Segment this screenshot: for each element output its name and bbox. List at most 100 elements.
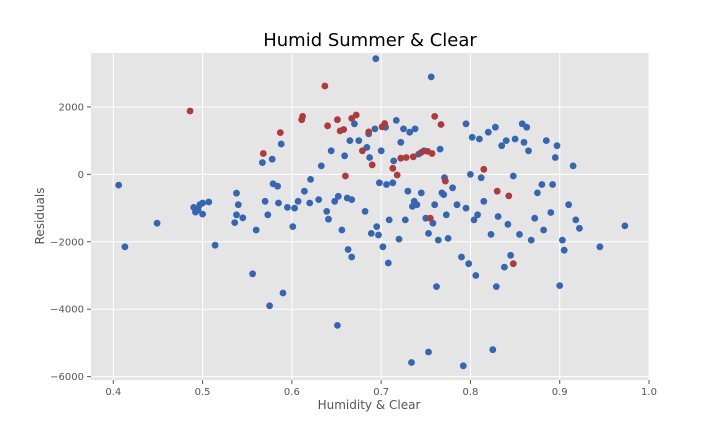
scatter-point-blue: [392, 117, 400, 124]
scatter-point-blue: [527, 236, 535, 244]
x-tick-label: 0.4: [105, 387, 121, 398]
scatter-point-red: [505, 192, 513, 200]
scatter-point-red: [402, 154, 410, 161]
scatter-point-blue: [474, 211, 481, 219]
scatter-point-blue: [371, 125, 379, 133]
x-tick-label: 0.6: [284, 387, 300, 398]
scatter-point-blue: [509, 172, 517, 180]
scatter-point-blue: [472, 272, 480, 279]
scatter-point-blue: [534, 189, 541, 197]
scatter-point-blue: [199, 199, 207, 207]
grid-layer: [91, 53, 650, 380]
scatter-point-blue: [367, 230, 375, 237]
x-tick-label: 1.0: [641, 387, 657, 398]
scatter-point-blue: [498, 142, 506, 150]
scatter-point-red: [442, 177, 449, 185]
scatter-point-blue: [401, 216, 409, 224]
scatter-point-red: [340, 126, 348, 133]
scatter-point-red: [397, 154, 405, 162]
scatter-point-blue: [507, 251, 514, 259]
scatter-point-blue: [346, 137, 354, 145]
scatter-point-blue: [542, 137, 550, 145]
scatter-point-blue: [553, 142, 561, 150]
scatter-point-red: [437, 121, 445, 128]
scatter-point-blue: [389, 179, 397, 187]
scatter-point-blue: [289, 223, 297, 231]
scatter-point-blue: [417, 189, 425, 197]
scatter-point-blue: [259, 159, 266, 167]
scatter-point-blue: [264, 211, 272, 219]
scatter-point-blue: [540, 226, 547, 234]
plot-background: [91, 53, 649, 380]
scatter-point-blue: [351, 120, 358, 128]
scatter-point-blue: [489, 346, 497, 354]
scatter-point-blue: [377, 147, 385, 155]
scatter-point-blue: [400, 125, 407, 133]
y-tick-label: 2000: [59, 102, 84, 113]
scatter-point-red: [259, 150, 267, 157]
scatter-point-blue: [301, 187, 308, 195]
scatter-point-red: [493, 187, 501, 195]
scatter-point-blue: [477, 174, 485, 182]
scatter-point-blue: [504, 220, 512, 228]
scatter-point-blue: [341, 152, 348, 160]
scatter-point-blue: [427, 73, 435, 81]
scatter-point-blue: [440, 191, 448, 199]
y-tick-label: 0: [78, 170, 84, 181]
scatter-point-blue: [494, 213, 502, 220]
scatter-point-red: [368, 161, 376, 169]
scatter-point-red: [409, 153, 417, 161]
scatter-point-blue: [284, 204, 291, 211]
scatter-point-blue: [484, 128, 492, 136]
scatter-point-red: [324, 122, 331, 130]
scatter-point-blue: [266, 302, 273, 310]
scatter-point-blue: [261, 197, 269, 205]
scatter-point-blue: [431, 201, 439, 209]
scatter-point-blue: [408, 359, 415, 366]
scatter-point-blue: [470, 216, 478, 224]
scatter-point-blue: [520, 138, 528, 146]
scatter-point-blue: [115, 181, 123, 189]
point-layer: [115, 55, 629, 370]
scatter-point-blue: [153, 219, 161, 227]
y-tick-label: −6000: [50, 372, 84, 383]
x-tick-label: 0.7: [373, 387, 389, 398]
scatter-point-blue: [334, 322, 341, 329]
scatter-point-blue: [429, 219, 437, 227]
scatter-point-blue: [501, 263, 508, 271]
x-tick-labels: 0.4 0.5 0.6 0.7 0.8 0.9 1.0: [105, 380, 657, 398]
scatter-point-blue: [252, 226, 260, 234]
scatter-point-blue: [476, 135, 483, 143]
scatter-point-red: [426, 214, 434, 222]
scatter-point-blue: [397, 138, 405, 146]
scatter-point-blue: [556, 282, 564, 289]
scatter-point-blue: [395, 235, 403, 243]
scatter-point-blue: [323, 208, 331, 215]
scatter-point-blue: [531, 214, 539, 222]
scatter-point-red: [393, 171, 401, 179]
scatter-point-blue: [331, 197, 339, 205]
scatter-point-blue: [234, 201, 242, 209]
scatter-point-blue: [523, 123, 531, 131]
scatter-point-blue: [275, 199, 282, 207]
x-tick-label: 0.8: [462, 387, 478, 398]
scatter-point-blue: [434, 236, 442, 244]
scatter-point-blue: [525, 147, 532, 155]
scatter-point-blue: [549, 181, 556, 188]
scatter-point-blue: [406, 128, 414, 136]
scatter-point-red: [342, 172, 349, 180]
scatter-point-red: [352, 111, 360, 119]
scatter-point-blue: [436, 145, 444, 153]
scatter-point-blue: [383, 181, 390, 188]
scatter-point-blue: [516, 231, 523, 238]
scatter-point-blue: [327, 147, 335, 155]
x-tick-label: 0.9: [552, 387, 568, 398]
x-axis-label: Humidity & Clear: [318, 398, 421, 412]
scatter-point-blue: [462, 204, 470, 212]
scatter-point-blue: [442, 211, 450, 219]
scatter-point-blue: [338, 226, 346, 234]
scatter-point-blue: [361, 208, 369, 215]
scatter-point-red: [480, 165, 488, 173]
